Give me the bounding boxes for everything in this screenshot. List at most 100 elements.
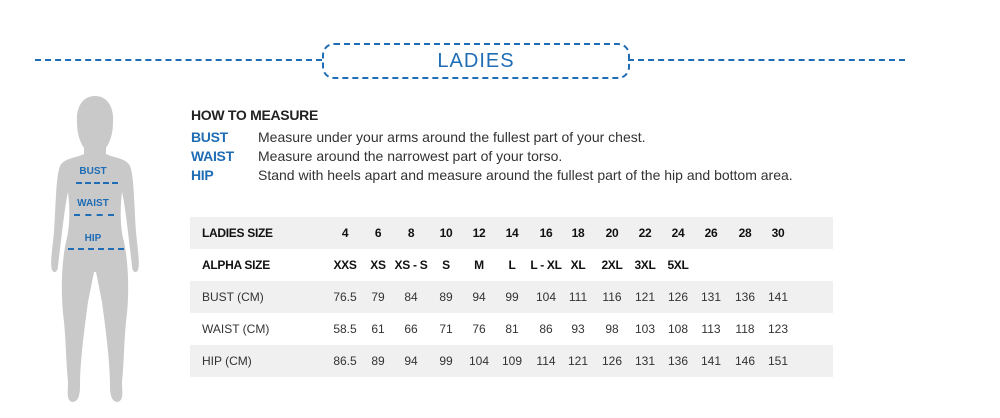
- table-row: ALPHA SIZE XXS XS XS - S S M L L - XL XL 2XL 3XL 5X…: [190, 249, 833, 281]
- table-cell: 136: [667, 354, 689, 368]
- measure-text: Measure around the narrowest part of you…: [258, 147, 563, 164]
- table-cell: 98: [605, 322, 619, 336]
- table-cell: 121: [634, 290, 656, 304]
- table-cell: 8: [407, 226, 415, 240]
- table-cell: 5XL: [667, 258, 689, 272]
- table-cell: 93: [571, 322, 585, 336]
- table-cell: 118: [735, 322, 755, 336]
- table-cell: 20: [605, 226, 619, 240]
- table-cell: 94: [404, 354, 418, 368]
- table-cell: 108: [667, 322, 689, 336]
- measure-key: HIP: [191, 166, 214, 183]
- table-cell: 76.5: [333, 290, 357, 304]
- table-row: WAIST (CM) 58.5 61 66 71 76 81 86 93 98 103 108 113 1…: [190, 313, 833, 345]
- silhouette-icon: [51, 96, 139, 402]
- body-silhouette-figure: BUST WAIST HIP: [40, 92, 150, 412]
- table-cell: 84: [404, 290, 418, 304]
- table-cell: 24: [671, 226, 685, 240]
- how-to-measure-heading: HOW TO MEASURE: [191, 107, 318, 123]
- table-cell: 116: [602, 290, 622, 304]
- table-cell: XS - S: [394, 258, 428, 272]
- table-cell: 141: [767, 290, 789, 304]
- table-cell: 66: [404, 322, 418, 336]
- table-cell: 126: [667, 290, 689, 304]
- table-cell: S: [442, 258, 450, 272]
- table-cell: 81: [505, 322, 519, 336]
- table-cell: 76: [472, 322, 486, 336]
- table-cell: 89: [439, 290, 453, 304]
- table-cell: 10: [439, 226, 453, 240]
- table-cell: XXS: [333, 258, 357, 272]
- size-chart-table: LADIES SIZE 4 6 8 10 12 14 16 18 20 22 24 26 28 30 ALPH…: [190, 217, 833, 377]
- table-cell: 136: [734, 290, 756, 304]
- table-cell: 109: [501, 354, 523, 368]
- table-cell: 61: [371, 322, 385, 336]
- measure-row-bust: BUST Measure under your arms around the f…: [191, 127, 793, 146]
- table-cell: 89: [371, 354, 385, 368]
- table-cell: 131: [634, 354, 656, 368]
- table-cell: 131: [700, 290, 722, 304]
- table-cell: 86: [539, 322, 553, 336]
- divider-left: [35, 59, 322, 61]
- table-cell: 94: [472, 290, 486, 304]
- how-to-measure: HOW TO MEASURE BUST Measure under your ar…: [191, 107, 793, 184]
- row-label: BUST (CM): [202, 290, 264, 304]
- table-cell: 121: [567, 354, 589, 368]
- table-cell: 114: [536, 354, 556, 368]
- table-cell: 99: [505, 290, 519, 304]
- table-cell: 141: [700, 354, 722, 368]
- measure-key: BUST: [191, 128, 228, 145]
- table-cell: 14: [505, 226, 519, 240]
- row-label: ALPHA SIZE: [202, 258, 270, 272]
- measure-row-waist: WAIST Measure around the narrowest part o…: [191, 146, 793, 165]
- figure-label-bust: BUST: [79, 166, 107, 177]
- table-cell: 104: [468, 354, 490, 368]
- table-cell: 123: [767, 322, 789, 336]
- table-cell: 113: [701, 322, 721, 336]
- table-cell: L - XL: [530, 258, 562, 272]
- row-label: HIP (CM): [202, 354, 252, 368]
- table-cell: 4: [341, 226, 349, 240]
- table-cell: 28: [738, 226, 752, 240]
- table-cell: L: [508, 258, 516, 272]
- row-label: LADIES SIZE: [202, 226, 273, 240]
- table-row: HIP (CM) 86.5 89 94 99 104 109 114 121 126 131 136 1…: [190, 345, 833, 377]
- table-cell: 30: [771, 226, 785, 240]
- measure-text: Measure under your arms around the fulle…: [258, 128, 646, 145]
- table-cell: 18: [571, 226, 585, 240]
- table-cell: 79: [371, 290, 385, 304]
- table-cell: 58.5: [333, 322, 357, 336]
- measure-key: WAIST: [191, 147, 234, 164]
- table-cell: 22: [638, 226, 652, 240]
- table-cell: 104: [535, 290, 557, 304]
- table-cell: 111: [568, 290, 588, 304]
- figure-label-hip: HIP: [84, 233, 102, 244]
- figure-label-waist: WAIST: [77, 198, 109, 209]
- row-label: WAIST (CM): [202, 322, 270, 336]
- table-cell: 99: [439, 354, 453, 368]
- table-cell: 16: [539, 226, 553, 240]
- table-row: BUST (CM) 76.5 79 84 89 94 99 104 111 116 121 126 13…: [190, 281, 833, 313]
- table-cell: 103: [634, 322, 656, 336]
- table-cell: M: [474, 258, 484, 272]
- measure-text: Stand with heels apart and measure aroun…: [258, 166, 793, 183]
- table-cell: 3XL: [634, 258, 656, 272]
- waist-line: [74, 214, 114, 216]
- table-cell: 146: [734, 354, 756, 368]
- table-cell: 6: [374, 226, 382, 240]
- table-cell: 86.5: [333, 354, 357, 368]
- section-title: LADIES: [322, 43, 630, 79]
- table-cell: XL: [570, 258, 586, 272]
- divider-right: [628, 59, 905, 61]
- table-cell: 126: [601, 354, 623, 368]
- table-cell: XS: [370, 258, 386, 272]
- table-cell: 26: [704, 226, 718, 240]
- measure-row-hip: HIP Stand with heels apart and measure ar…: [191, 165, 793, 184]
- table-cell: 71: [439, 322, 453, 336]
- table-cell: 12: [472, 226, 486, 240]
- table-cell: 2XL: [601, 258, 623, 272]
- table-row: LADIES SIZE 4 6 8 10 12 14 16 18 20 22 24 26 28 30: [190, 217, 833, 249]
- bust-line: [76, 182, 118, 184]
- hip-line: [68, 248, 124, 250]
- table-cell: 151: [767, 354, 789, 368]
